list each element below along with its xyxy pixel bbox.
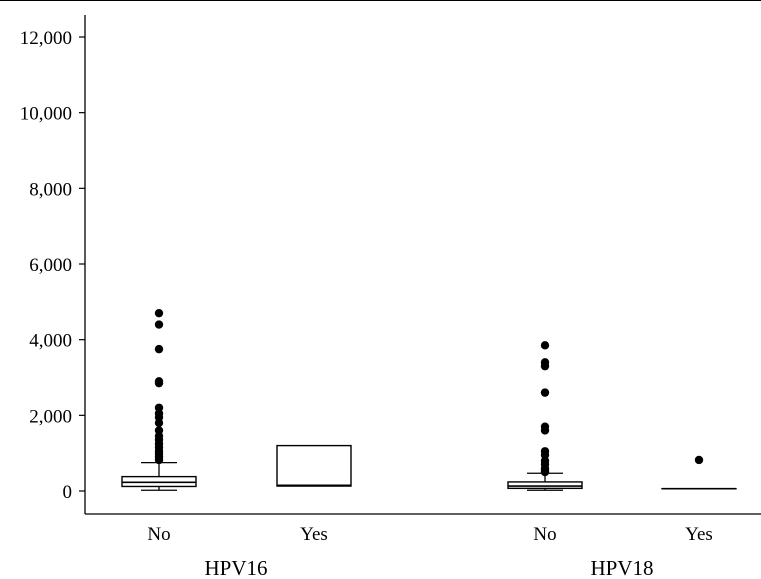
- outlier-point: [154, 320, 164, 329]
- category-labels: No Yes HPV16 No Yes HPV18: [147, 524, 712, 579]
- x-category-label: Yes: [685, 524, 713, 545]
- y-tick-label: 8,000: [29, 179, 72, 200]
- outlier-point: [540, 388, 550, 397]
- box-hpv16-yes: [276, 444, 352, 487]
- outlier-point: [154, 344, 164, 354]
- y-tick-label: 4,000: [29, 331, 72, 352]
- outlier-point: [540, 341, 550, 350]
- y-tick-label: 2,000: [29, 406, 72, 427]
- box-hpv16-no: [121, 308, 197, 491]
- outlier-point: [154, 403, 164, 412]
- y-tick-label: 6,000: [29, 255, 72, 276]
- boxes: [121, 308, 737, 491]
- x-group-label: HPV18: [590, 556, 653, 579]
- x-category-label: No: [147, 524, 170, 545]
- outlier-point: [540, 358, 550, 367]
- outlier-point: [154, 426, 164, 435]
- outlier-point: [540, 422, 550, 431]
- outlier-point: [154, 377, 164, 386]
- box-iqr: [276, 444, 352, 487]
- outlier-point: [540, 447, 550, 456]
- y-tick-label: 10,000: [20, 104, 72, 125]
- x-category-label: Yes: [300, 524, 328, 545]
- y-tick-label: 12,000: [20, 28, 72, 49]
- box-iqr: [507, 481, 583, 490]
- outlier-point: [154, 308, 164, 318]
- x-group-label: HPV16: [204, 556, 267, 579]
- y-tick-label: 0: [63, 482, 73, 503]
- box-hpv18-yes: [661, 455, 737, 490]
- x-category-label: No: [533, 524, 556, 545]
- y-ticks: 0 2,000 4,000 6,000 8,000 10,000 12,000: [20, 28, 85, 503]
- outlier-point: [694, 455, 704, 465]
- box-hpv18-no: [507, 341, 583, 491]
